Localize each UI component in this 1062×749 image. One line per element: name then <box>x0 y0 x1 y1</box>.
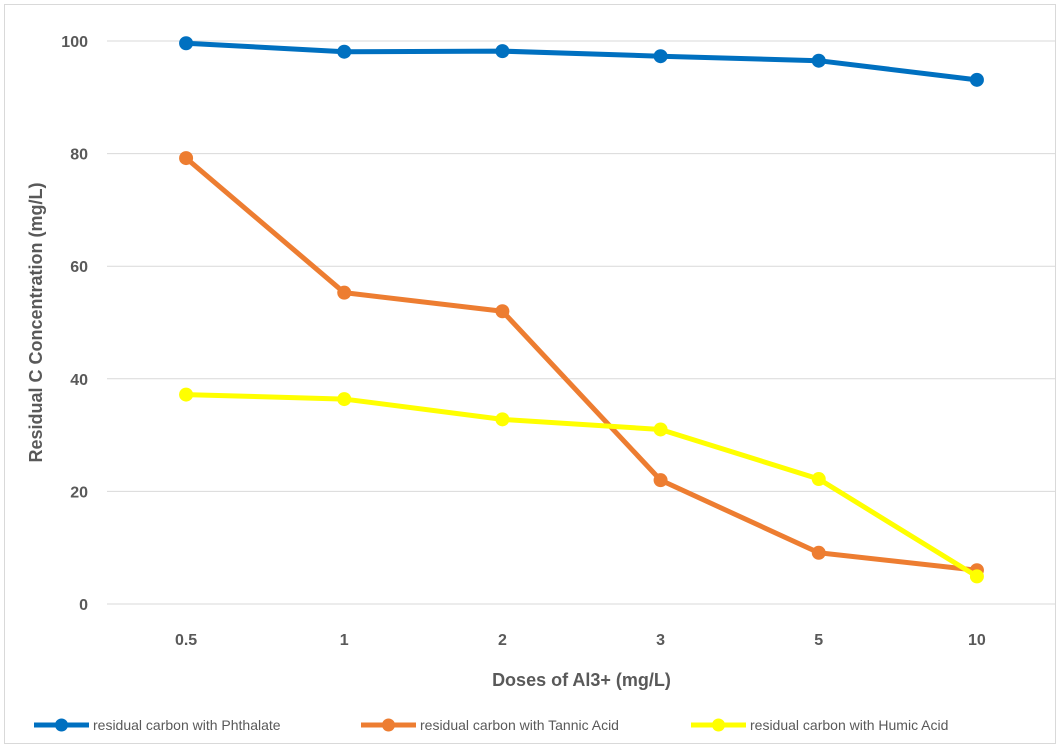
x-tick-label: 0.5 <box>175 632 197 649</box>
x-tick-label: 1 <box>340 632 349 649</box>
data-point <box>653 473 668 488</box>
y-axis-title: Residual C Concentration (mg/L) <box>26 182 46 462</box>
y-tick-label: 40 <box>70 372 88 389</box>
data-point <box>337 285 352 300</box>
data-point <box>495 44 510 59</box>
legend-label: residual carbon with Tannic Acid <box>420 717 619 733</box>
legend-swatch-marker <box>55 718 68 732</box>
legend-item: residual carbon with Phthalate <box>34 717 281 733</box>
series-1 <box>179 36 984 87</box>
y-tick-label: 100 <box>61 34 88 51</box>
x-tick-label: 2 <box>498 632 507 649</box>
series-line <box>183 392 980 579</box>
series-3 <box>179 387 984 584</box>
data-point <box>969 569 984 584</box>
x-tick-label: 3 <box>656 632 665 649</box>
data-point <box>179 151 194 166</box>
series-line <box>183 155 980 573</box>
y-tick-labels: 0 20 40 60 80 100 <box>61 34 88 614</box>
x-tick-labels: 0.5 1 2 3 5 10 <box>175 632 986 649</box>
y-tick-label: 60 <box>70 259 88 276</box>
data-point <box>653 49 668 64</box>
legend-swatch-marker <box>712 718 725 732</box>
legend-label: residual carbon with Humic Acid <box>750 717 948 733</box>
legend-item: residual carbon with Humic Acid <box>691 717 948 733</box>
data-point <box>337 392 352 407</box>
data-point <box>811 472 826 487</box>
x-axis-title: Doses of Al3+ (mg/L) <box>492 670 671 690</box>
data-point <box>337 44 352 59</box>
data-point <box>495 412 510 427</box>
series-lines <box>179 36 984 584</box>
series-line <box>183 40 980 83</box>
data-point <box>811 53 826 68</box>
data-point <box>653 422 668 437</box>
data-point <box>495 304 510 319</box>
x-tick-label: 5 <box>814 632 823 649</box>
y-tick-label: 80 <box>70 147 88 164</box>
data-point <box>179 36 194 51</box>
legend-item: residual carbon with Tannic Acid <box>361 717 619 733</box>
data-point <box>969 72 984 87</box>
legend-swatch-marker <box>382 718 395 732</box>
legend-label: residual carbon with Phthalate <box>93 717 281 733</box>
legend: residual carbon with Phthalate residual c… <box>34 717 948 733</box>
gridlines <box>107 40 1056 605</box>
y-tick-label: 0 <box>79 597 88 614</box>
data-point <box>811 545 826 560</box>
y-tick-label: 20 <box>70 484 88 501</box>
data-point <box>179 387 194 402</box>
chart-frame <box>4 4 1056 744</box>
x-tick-label: 10 <box>968 632 986 649</box>
series-2 <box>179 151 984 578</box>
